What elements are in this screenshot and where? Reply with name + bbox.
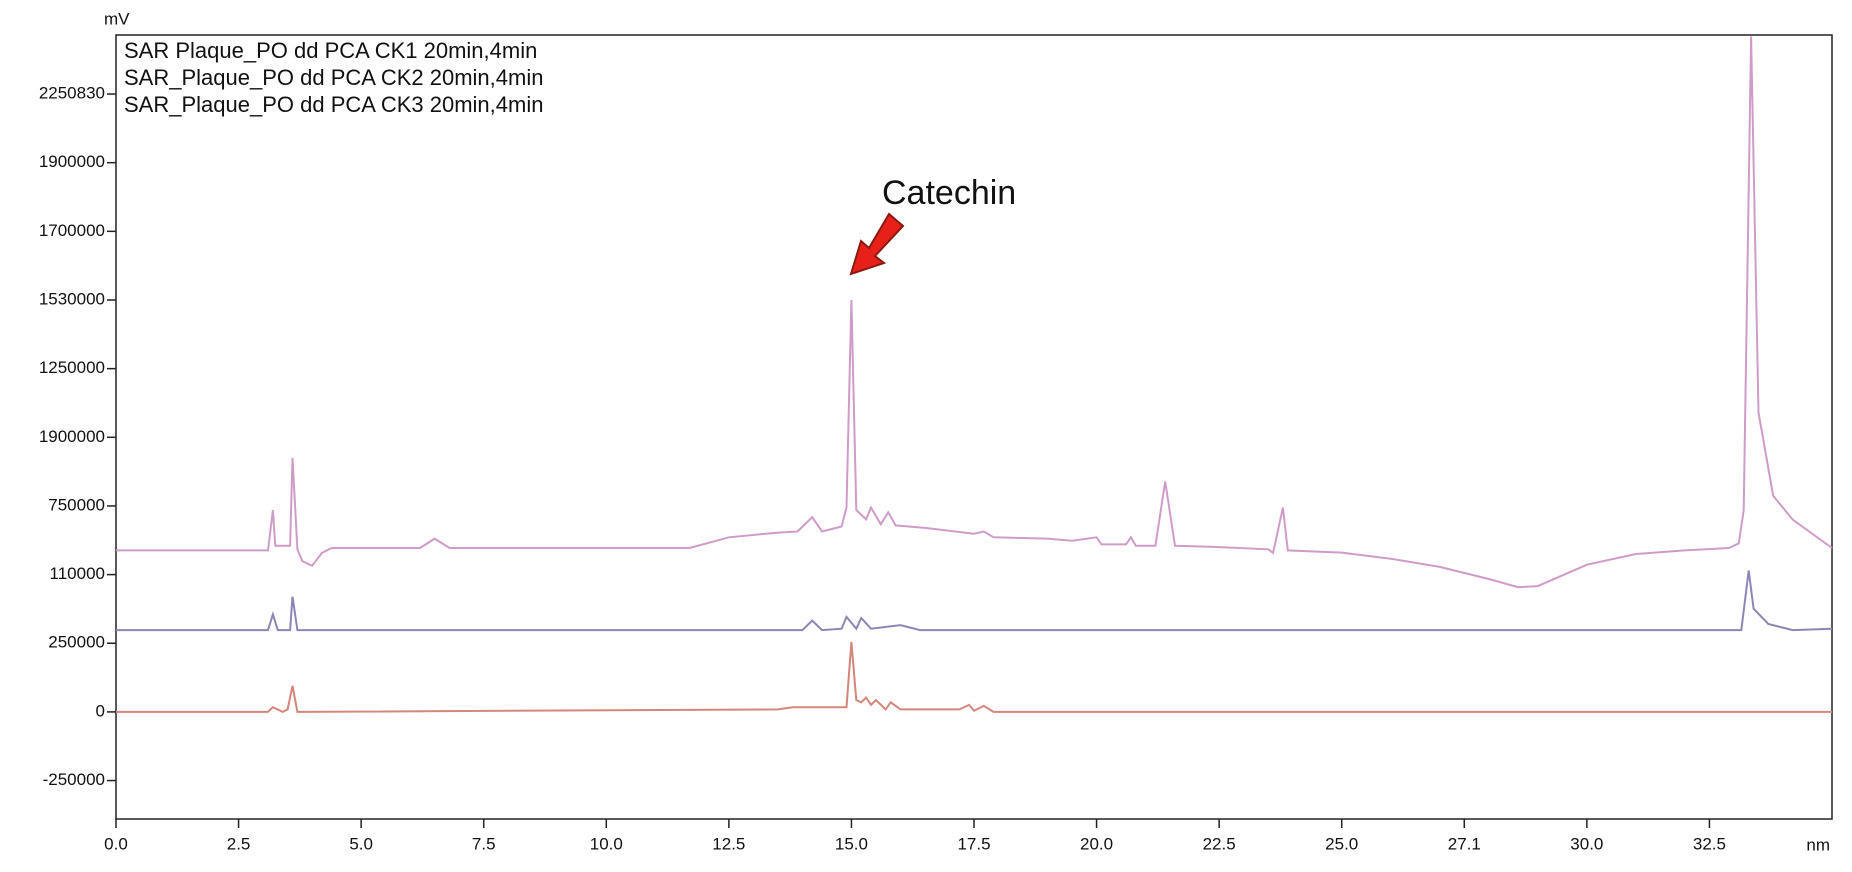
annotation: Catechin <box>882 174 1016 212</box>
x-tick-label: 17.5 <box>957 834 990 853</box>
x-tick-label: 7.5 <box>472 834 496 853</box>
series-line <box>116 641 1832 714</box>
y-tick-label: 110000 <box>50 564 105 583</box>
y-tick-label: 1530000 <box>39 289 105 308</box>
y-tick-label: 2250830 <box>39 84 105 103</box>
y-tick-label: 1900000 <box>39 427 105 446</box>
legend-entry: SAR Plaque_PO dd PCA CK1 20min,4min <box>124 38 537 63</box>
x-tick-label: 22.5 <box>1203 834 1236 853</box>
legend-entry: SAR_Plaque_PO dd PCA CK2 20min,4min <box>124 65 543 90</box>
x-tick-label: 10.0 <box>590 834 623 853</box>
y-tick-label: 1900000 <box>39 152 105 171</box>
y-tick-label: 0 <box>96 701 105 720</box>
x-tick-label: 2.5 <box>227 834 251 853</box>
series-line <box>116 36 1833 589</box>
y-unit: mV <box>104 9 130 28</box>
x-unit: nm <box>1806 835 1830 854</box>
y-tick-label: 1250000 <box>39 358 105 377</box>
x-tick-label: 27.1 <box>1448 834 1481 853</box>
x-tick-label: 5.0 <box>349 834 373 853</box>
x-tick-label: 20.0 <box>1080 834 1113 853</box>
x-tick-label: 15.0 <box>835 834 868 853</box>
x-tick-label: 25.0 <box>1325 834 1358 853</box>
annotation-arrow <box>849 212 905 276</box>
plot-frame <box>115 34 1833 820</box>
x-tick-label: 0.0 <box>104 834 128 853</box>
x-tick-label: 30.0 <box>1570 834 1603 853</box>
legend-entry: SAR_Plaque_PO dd PCA CK3 20min,4min <box>124 92 543 117</box>
x-tick-label: 32.5 <box>1693 834 1726 853</box>
series-line <box>116 570 1833 632</box>
x-tick-label: 12.5 <box>712 834 745 853</box>
y-tick-label: -250000 <box>43 770 105 789</box>
y-tick-label: 1700000 <box>39 221 105 240</box>
y-tick-label: 250000 <box>48 633 105 652</box>
y-tick-label: 750000 <box>48 495 105 514</box>
